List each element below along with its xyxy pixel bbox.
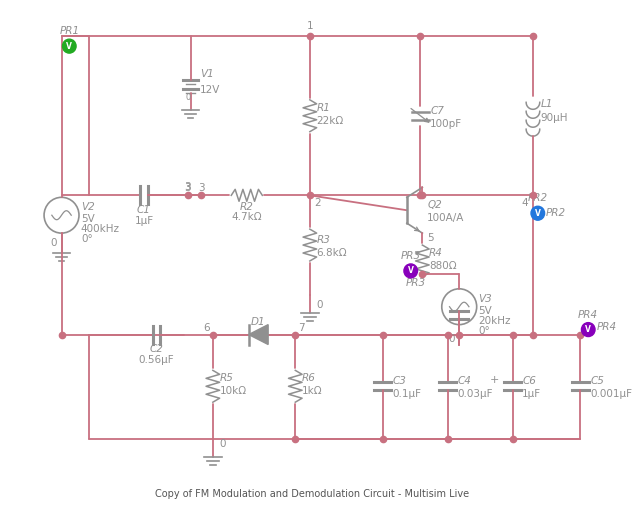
Text: 0: 0 bbox=[186, 93, 191, 102]
Text: R2: R2 bbox=[240, 202, 253, 212]
Text: 1kΩ: 1kΩ bbox=[302, 386, 323, 396]
Text: Q2: Q2 bbox=[428, 200, 442, 210]
Text: 4.7kΩ: 4.7kΩ bbox=[232, 212, 262, 222]
Text: 5V: 5V bbox=[81, 214, 95, 224]
Text: 1µF: 1µF bbox=[522, 389, 541, 399]
Text: PR2: PR2 bbox=[528, 193, 548, 203]
Text: PR2: PR2 bbox=[545, 208, 566, 218]
Text: C6: C6 bbox=[522, 376, 536, 386]
Circle shape bbox=[63, 39, 76, 53]
Text: C1: C1 bbox=[137, 205, 151, 215]
Text: V: V bbox=[408, 266, 413, 275]
Text: 400kHz: 400kHz bbox=[81, 224, 120, 234]
Text: 4: 4 bbox=[522, 199, 528, 208]
Text: V: V bbox=[586, 325, 591, 334]
Text: 6.8kΩ: 6.8kΩ bbox=[317, 248, 348, 258]
Text: R1: R1 bbox=[317, 103, 330, 113]
Text: 8: 8 bbox=[584, 323, 590, 332]
Text: 22kΩ: 22kΩ bbox=[317, 116, 344, 126]
Text: L1: L1 bbox=[541, 99, 553, 109]
Text: PR4: PR4 bbox=[578, 309, 598, 320]
Text: 12V: 12V bbox=[200, 85, 221, 95]
Text: 3: 3 bbox=[198, 183, 205, 193]
Text: C7: C7 bbox=[430, 106, 444, 116]
Text: 0.03µF: 0.03µF bbox=[458, 389, 493, 399]
Text: R4: R4 bbox=[429, 248, 443, 258]
Text: 0: 0 bbox=[220, 439, 226, 449]
Text: V3: V3 bbox=[479, 294, 492, 304]
Text: 3: 3 bbox=[184, 182, 191, 192]
Text: R5: R5 bbox=[220, 373, 234, 383]
Text: PR3: PR3 bbox=[401, 251, 420, 261]
Text: 20kHz: 20kHz bbox=[479, 316, 511, 326]
Text: Copy of FM Modulation and Demodulation Circuit - Multisim Live: Copy of FM Modulation and Demodulation C… bbox=[155, 489, 469, 499]
Text: +: + bbox=[490, 375, 499, 385]
Text: 1µF: 1µF bbox=[134, 216, 154, 226]
Text: 2: 2 bbox=[315, 199, 321, 208]
Text: PR3: PR3 bbox=[406, 278, 426, 288]
Text: C3: C3 bbox=[392, 376, 406, 386]
Text: 90µH: 90µH bbox=[541, 113, 568, 123]
Text: 7: 7 bbox=[298, 323, 305, 332]
Text: PR1: PR1 bbox=[60, 26, 79, 36]
Text: V1: V1 bbox=[200, 69, 214, 79]
Text: V2: V2 bbox=[81, 202, 95, 212]
Text: V: V bbox=[535, 209, 541, 218]
Text: C2: C2 bbox=[150, 345, 164, 354]
Circle shape bbox=[582, 323, 595, 336]
Text: 0.56µF: 0.56µF bbox=[139, 355, 175, 365]
Text: 0: 0 bbox=[317, 300, 323, 309]
Text: 0.001µF: 0.001µF bbox=[590, 389, 632, 399]
Text: 3: 3 bbox=[184, 183, 191, 193]
Text: 0: 0 bbox=[50, 238, 57, 248]
Text: 5: 5 bbox=[428, 233, 434, 243]
Text: 0.1µF: 0.1µF bbox=[392, 389, 421, 399]
Text: C4: C4 bbox=[458, 376, 471, 386]
Circle shape bbox=[404, 264, 417, 278]
Text: D1: D1 bbox=[251, 317, 266, 327]
Text: 0: 0 bbox=[448, 333, 454, 344]
Text: PR4: PR4 bbox=[597, 322, 617, 331]
Text: 0°: 0° bbox=[81, 234, 93, 244]
Polygon shape bbox=[249, 325, 268, 345]
Text: R6: R6 bbox=[302, 373, 316, 383]
Text: 6: 6 bbox=[204, 323, 210, 332]
Text: 880Ω: 880Ω bbox=[429, 261, 457, 271]
Text: R3: R3 bbox=[317, 235, 330, 245]
Text: C5: C5 bbox=[590, 376, 604, 386]
Circle shape bbox=[531, 206, 545, 220]
Text: 100pF: 100pF bbox=[430, 119, 462, 129]
Text: 1: 1 bbox=[307, 21, 313, 31]
Text: 5V: 5V bbox=[479, 306, 492, 316]
Text: 0°: 0° bbox=[479, 326, 490, 335]
Text: 10kΩ: 10kΩ bbox=[220, 386, 247, 396]
Text: V: V bbox=[67, 42, 72, 50]
Text: 100A/A: 100A/A bbox=[428, 213, 465, 223]
